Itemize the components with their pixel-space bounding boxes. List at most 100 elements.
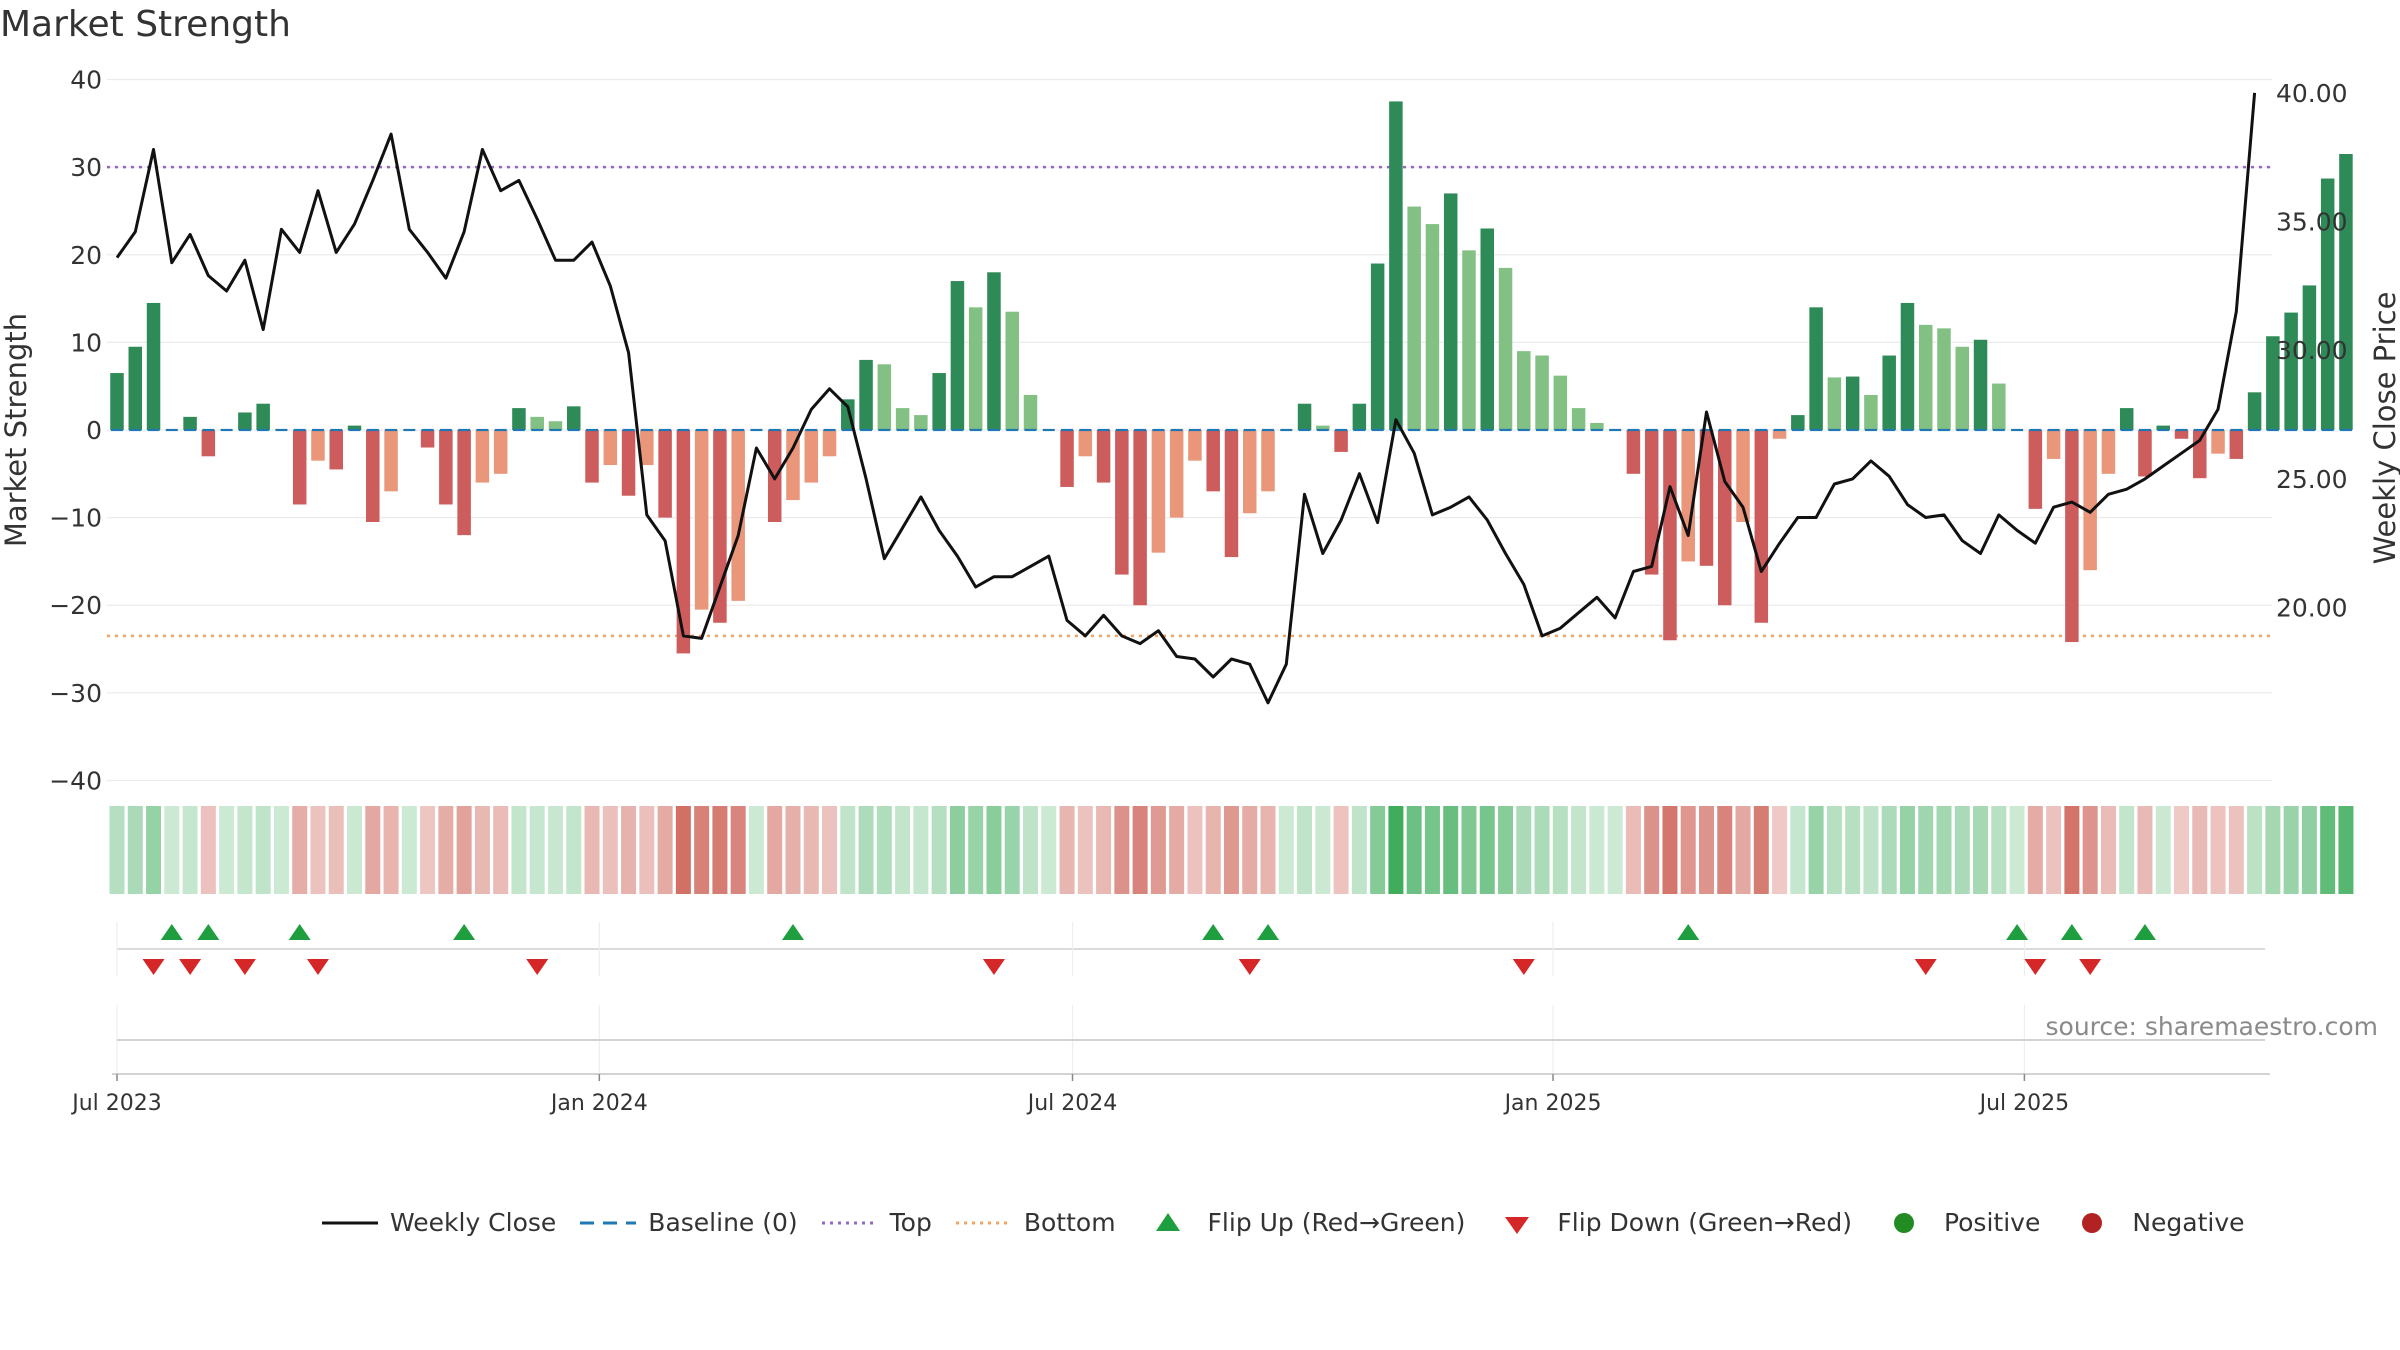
flip-down-marker: [2079, 959, 2102, 975]
heat-cell: [949, 806, 965, 894]
x-tick-label: Jan 2024: [549, 1091, 648, 1116]
heat-cell: [840, 806, 856, 894]
heat-cell: [1169, 806, 1185, 894]
strength-bar: [786, 430, 800, 501]
heat-cell: [2338, 806, 2354, 894]
heat-cell: [1991, 806, 2007, 894]
heat-cell: [547, 806, 563, 894]
flip-up-marker: [288, 924, 311, 940]
strength-bar: [146, 302, 161, 430]
heat-cell: [1242, 806, 1258, 894]
strength-bar: [1169, 430, 1184, 518]
heat-cell: [2320, 806, 2336, 894]
flip-up-marker: [2060, 924, 2083, 940]
strength-bar: [110, 373, 124, 430]
heat-cell: [456, 806, 472, 894]
strength-bar: [2302, 285, 2317, 430]
strength-bar: [1023, 394, 1038, 430]
x-tick-label: Jul 2024: [1026, 1091, 1118, 1116]
flip-down-marker: [982, 959, 1005, 975]
heat-cell: [2137, 806, 2153, 894]
strength-bar: [457, 430, 471, 536]
y2-tick-label: 20.00: [2276, 594, 2348, 623]
strength-bar: [822, 430, 837, 457]
strength-bar: [548, 421, 563, 430]
strength-bar: [968, 307, 983, 430]
legend-bottom: Bottom: [954, 1208, 1116, 1237]
strength-bar: [1900, 302, 1915, 430]
heat-cell: [621, 806, 637, 894]
heat-cell: [1662, 806, 1678, 894]
strength-bar: [1973, 339, 1988, 430]
strength-bar: [1955, 346, 1970, 430]
strength-bar: [1060, 430, 1074, 487]
heat-cell: [237, 806, 253, 894]
legend: Weekly Close Baseline (0) Top Bottom Fli…: [320, 1208, 2267, 1237]
strength-bar: [493, 430, 508, 474]
strength-bar: [2156, 425, 2170, 430]
heat-cell: [2283, 806, 2299, 894]
strength-bar: [2174, 430, 2189, 439]
strength-bar: [914, 415, 928, 430]
heat-cell: [1223, 806, 1239, 894]
heat-cell: [694, 806, 710, 894]
strength-bar: [1151, 430, 1166, 553]
green-dot-icon: [1874, 1209, 1934, 1237]
flip-up-marker: [197, 924, 220, 940]
y2-tick-label: 40.00: [2276, 79, 2348, 108]
strength-bar: [2266, 336, 2280, 430]
strength-bar: [1590, 422, 1604, 430]
strength-bar: [1005, 311, 1019, 430]
strength-bar: [1644, 430, 1659, 575]
heat-cell: [1680, 806, 1696, 894]
strength-bar: [713, 430, 727, 623]
strength-bar: [1736, 430, 1750, 522]
heat-cell: [1534, 806, 1550, 894]
legend-weekly-close: Weekly Close: [320, 1208, 556, 1237]
heat-cell: [1388, 806, 1404, 894]
heat-cell: [1059, 806, 1075, 894]
strength-bar: [2119, 408, 2134, 430]
strength-bar: [1334, 430, 1348, 452]
flip-down-marker: [1238, 959, 1261, 975]
heat-cell: [1571, 806, 1587, 894]
strength-bar: [2229, 430, 2244, 459]
strength-bar: [1352, 403, 1367, 430]
strength-bar: [2320, 178, 2335, 430]
strength-bar: [1553, 375, 1568, 430]
flip-down-marker: [142, 959, 165, 975]
strength-bar: [694, 430, 709, 610]
flip-down-marker: [306, 959, 329, 975]
heat-cell: [2046, 806, 2062, 894]
flip-down-marker: [233, 959, 256, 975]
heat-cell: [401, 806, 417, 894]
heat-cell: [328, 806, 344, 894]
strength-bar: [1845, 376, 1860, 430]
heat-cell: [1845, 806, 1861, 894]
heat-cell: [182, 806, 198, 894]
strength-bar: [420, 430, 435, 448]
axes: 40 30 20 10 0 −10 −20 −30 −40 40.00 35.00 30.00 25.0…: [0, 66, 2400, 1116]
strength-bar: [1096, 430, 1111, 483]
legend-label: Bottom: [1023, 1208, 1116, 1237]
strength-bar: [987, 272, 1001, 430]
heat-cell: [1790, 806, 1806, 894]
strength-bar: [1864, 394, 1878, 430]
heat-cell: [1077, 806, 1093, 894]
strength-bar: [950, 281, 965, 430]
strength-bar: [1571, 408, 1586, 430]
strength-bar: [859, 359, 873, 430]
heat-cell: [913, 806, 929, 894]
legend-flip-up: Flip Up (Red→Green): [1138, 1208, 1465, 1237]
heat-cell: [602, 806, 618, 894]
strength-bar: [1918, 324, 1933, 430]
heat-cell: [2009, 806, 2025, 894]
strength-bar: [804, 430, 819, 483]
heat-cell: [2265, 806, 2281, 894]
strength-bar: [1370, 263, 1385, 430]
heat-cell: [511, 806, 527, 894]
legend-top: Top: [820, 1208, 932, 1237]
heat-cell: [1589, 806, 1605, 894]
strength-bar: [475, 430, 490, 483]
y-tick-label: 20: [70, 241, 102, 270]
